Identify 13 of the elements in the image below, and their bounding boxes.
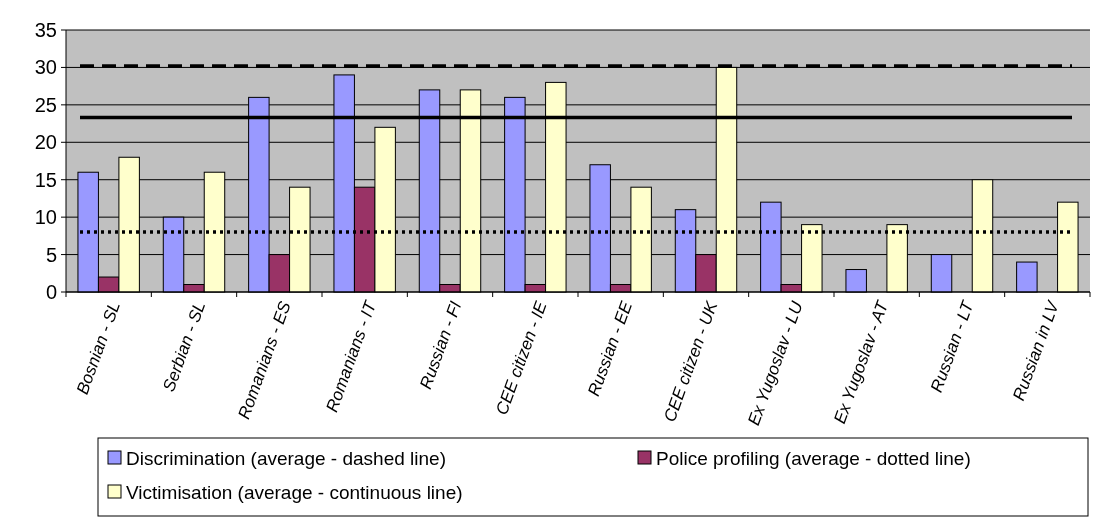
legend-label: Police profiling (average - dotted line) (656, 447, 971, 469)
x-tick-label: CEE citizen - IE (492, 298, 551, 418)
legend-label: Victimisation (average - continuous line) (126, 481, 463, 503)
legend-label: Discrimination (average - dashed line) (126, 447, 446, 469)
y-tick-label: 25 (34, 93, 57, 116)
y-tick-label: 20 (34, 131, 57, 154)
y-tick-label: 10 (34, 206, 57, 229)
y-tick-label: 15 (34, 168, 57, 191)
y-tick-label: 0 (45, 281, 57, 303)
y-tick-label: 30 (34, 56, 57, 79)
y-tick-label: 35 (34, 19, 57, 41)
x-tick-label: CEE citizen - UK (660, 298, 722, 425)
y-tick-label: 5 (45, 243, 57, 266)
